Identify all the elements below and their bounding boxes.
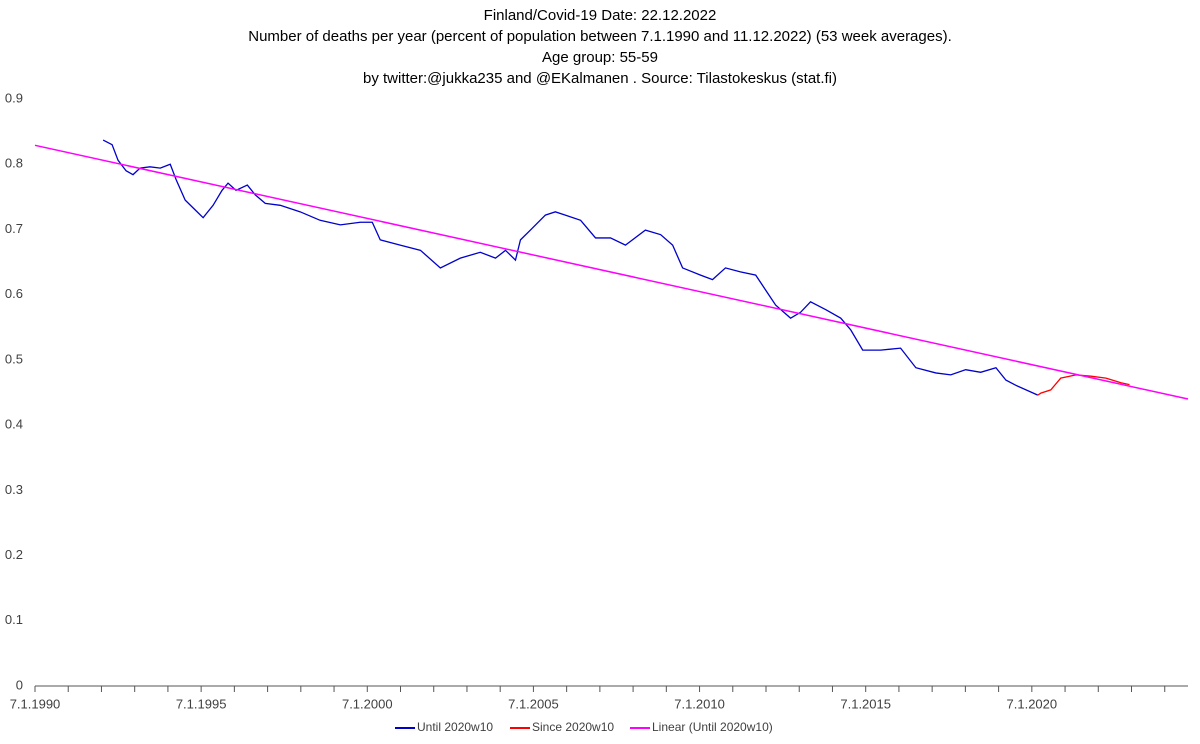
y-tick-label: 0.6 — [5, 286, 23, 301]
chart-title: by twitter:@jukka235 and @EKalmanen . So… — [363, 70, 837, 87]
y-tick-label: 0.4 — [5, 417, 23, 432]
y-tick-label: 0 — [16, 677, 23, 692]
x-tick-label: 7.1.2005 — [508, 696, 559, 711]
y-tick-label: 0.7 — [5, 221, 23, 236]
x-tick-label: 7.1.2010 — [674, 696, 725, 711]
chart-title: Number of deaths per year (percent of po… — [248, 28, 952, 45]
y-tick-label: 0.3 — [5, 482, 23, 497]
x-tick-label: 7.1.2020 — [1007, 696, 1058, 711]
y-tick-label: 0.2 — [5, 547, 23, 562]
legend-label: Until 2020w10 — [417, 720, 493, 734]
series-line — [102, 139, 1039, 396]
x-tick-label: 7.1.1995 — [176, 696, 227, 711]
x-tick-label: 7.1.1990 — [10, 696, 61, 711]
chart-title: Age group: 55-59 — [542, 49, 658, 66]
x-tick-label: 7.1.2000 — [342, 696, 393, 711]
x-tick-label: 7.1.2015 — [840, 696, 891, 711]
legend-label: Since 2020w10 — [532, 720, 614, 734]
y-tick-label: 0.1 — [5, 612, 23, 627]
series-line — [34, 144, 1189, 400]
y-tick-label: 0.8 — [5, 156, 23, 171]
chart-title: Finland/Covid-19 Date: 22.12.2022 — [484, 7, 717, 24]
legend-label: Linear (Until 2020w10) — [652, 720, 773, 734]
y-tick-label: 0.9 — [5, 90, 23, 105]
y-tick-label: 0.5 — [5, 351, 23, 366]
